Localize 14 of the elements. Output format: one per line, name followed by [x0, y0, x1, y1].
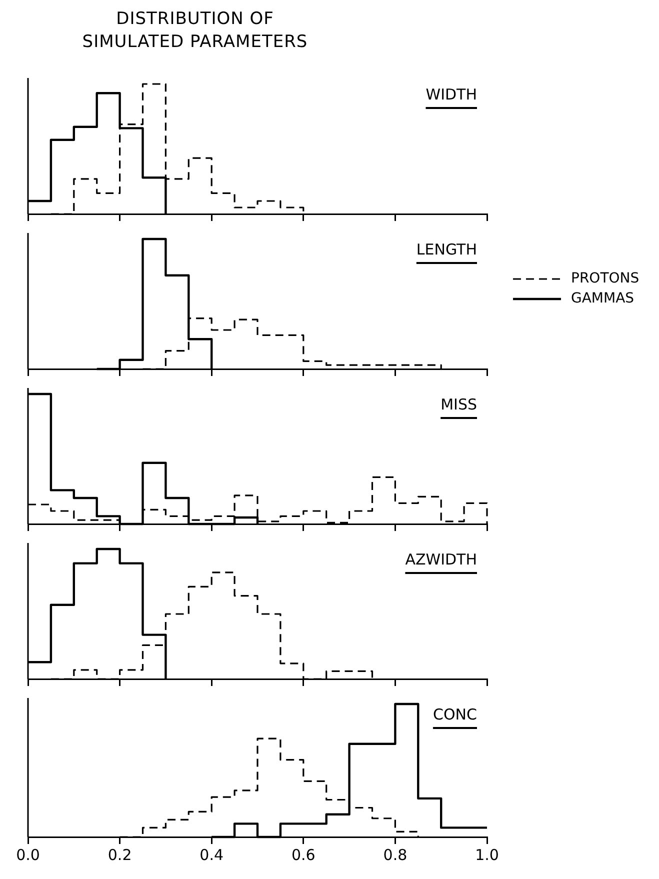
- annotation: WIDTH: [426, 85, 477, 104]
- x-tick-label: 0.6: [291, 846, 316, 864]
- legend-label: PROTONS: [571, 270, 640, 287]
- annotation: AZWIDTH: [405, 550, 477, 568]
- x-tick-label: 0.2: [108, 846, 132, 864]
- annotation: CONC: [433, 705, 477, 724]
- x-tick-label: 0.0: [16, 846, 40, 864]
- x-tick-label: 1.0: [475, 846, 499, 864]
- x-tick-label: 0.4: [200, 846, 224, 864]
- x-tick-label: 0.8: [383, 846, 408, 864]
- chart-title: DISTRIBUTION OF SIMULATED PARAMETERS: [81, 8, 309, 54]
- legend-label: GAMMAS: [571, 290, 634, 307]
- annotation: LENGTH: [416, 240, 477, 258]
- annotation: MISS: [440, 395, 477, 414]
